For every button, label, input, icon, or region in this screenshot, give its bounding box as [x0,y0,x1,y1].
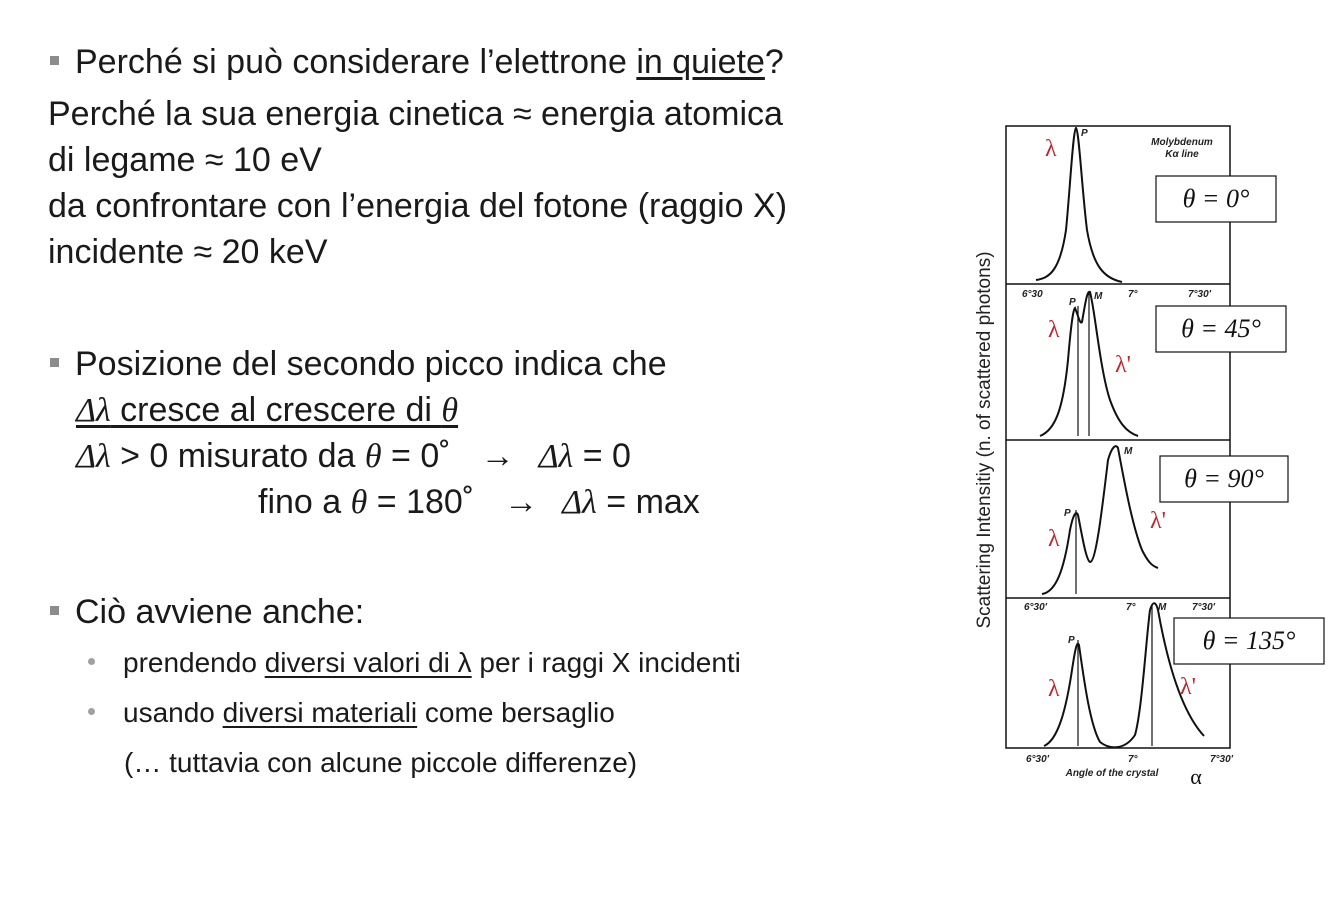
theta-symbol: θ [364,438,382,475]
tick-7: 7° [1126,602,1137,613]
bullet-square [50,55,59,65]
lambda-prime-label: λ' [1115,352,1131,378]
result-max: = max [596,483,700,521]
tick-7: 7° [1128,754,1139,765]
arrow-icon: → [504,483,539,521]
theta-symbol: θ [350,484,368,521]
peak-m-label: M [1124,446,1133,457]
peak-p-label: P [1081,128,1088,139]
alpha-symbol: α [1190,764,1202,789]
bullet3-text: Ciò avviene anche: [75,593,365,631]
bullet2-line: Posizione del secondo picco indica che [50,342,667,386]
theta-box-45 [1155,305,1287,353]
header-kalpha-line: Kα line [1165,149,1199,160]
sub1-pre: prendendo [123,647,265,678]
lambda-label: λ [1048,676,1060,702]
theta-symbol: θ [441,392,459,429]
bullet2-text: Posizione del secondo picco indica che [75,345,667,383]
peak-p-label: P [1064,508,1071,519]
delta-lambda-grows-line: Δλ cresce al crescere di θ [76,388,458,433]
theta-zero: = 0˚ [381,437,451,475]
theta-box-135 [1173,617,1325,665]
sub-bullet-3-note: (… tuttavia con alcune piccole differenz… [124,747,638,778]
tick-6-30: 6°30 [1022,289,1043,300]
bullet-square [50,605,59,615]
sub2-post: come bersaglio [417,697,615,728]
question-underlined: in quiete [636,43,765,81]
measured-from-line: Δλ > 0 misurato da θ = 0˚ → Δλ = 0 [76,434,631,479]
curve-panel-135deg [1043,602,1205,749]
delta-lambda-symbol: Δλ [76,392,111,429]
peak-m-label: M [1158,602,1167,613]
measured-text: > 0 misurato da [110,437,365,475]
question-suffix: ? [764,43,784,81]
curve-panel-90deg [1041,445,1159,595]
theta-label-0: θ = 0° [1183,184,1250,213]
lambda-label: λ [1048,317,1060,343]
question-text: Perché si può considerare l’elettrone [75,43,637,81]
tick-7-30: 7°30' [1188,289,1212,300]
tick-7: 7° [1128,289,1139,300]
up-to-line: fino a θ = 180˚ → Δλ = max [258,480,700,525]
theta-label-135: θ = 135° [1203,626,1296,655]
sub2-underlined: diversi materiali [222,697,418,728]
answer-line-1: Perché la sua energia cinetica ≈ energia… [48,95,783,133]
answer-line-3: da confrontare con l’energia del fotone … [48,187,788,225]
lambda-label: λ [1048,526,1060,552]
lambda-label: λ [1045,136,1057,162]
question-line: Perché si può considerare l’elettrone in… [50,40,784,84]
grows-text: cresce al crescere di [110,391,442,429]
peak-m-label: M [1094,291,1103,302]
peak-p-label: P [1069,297,1076,308]
theta-label-45: θ = 45° [1181,314,1261,343]
tick-7-30: 7°30' [1210,754,1234,765]
y-axis-label: Scattering Intensitiy (n. of scattered p… [974,251,995,628]
arrow-icon: → [480,437,515,475]
sub-bullet-2: usando diversi materiali come bersaglio [88,694,615,732]
answer-line-4: incidente ≈ 20 keV [48,233,328,271]
delta-lambda-symbol: Δλ [538,438,574,475]
answer-line-2: di legame ≈ 10 eV [48,141,322,179]
tick-6-30-b: 6°30' [1024,602,1048,613]
delta-lambda-symbol: Δλ [76,438,111,475]
theta-180: = 180˚ [367,483,475,521]
bullet-dot [88,708,95,716]
sub1-post: per i raggi X incidenti [471,647,741,678]
bullet-square [50,357,59,367]
delta-lambda-symbol: Δλ [562,484,597,521]
curve-panel-45deg [1039,290,1139,437]
tick-7-30: 7°30' [1192,602,1216,613]
theta-box-0 [1155,175,1277,223]
theta-label-90: θ = 90° [1184,464,1264,493]
bullet-dot [88,658,95,666]
result-zero: = 0 [573,437,631,475]
compton-scattering-figure: Scattering Intensitiy (n. of scattered p… [974,125,1325,789]
sub2-pre: usando [123,697,223,728]
sub1-underlined: diversi valori di λ [264,647,472,678]
lambda-prime-label: λ' [1180,674,1196,700]
header-molybdenum: Molybdenum [1151,137,1213,148]
sub-bullet-1: prendendo diversi valori di λ per i ragg… [88,644,741,682]
peak-p-label: P [1068,635,1075,646]
lambda-prime-label: λ' [1150,508,1166,534]
tick-6-30-c: 6°30' [1026,754,1050,765]
curve-panel-0deg [1035,126,1123,283]
up-to-text: fino a [258,483,351,521]
x-axis-label: Angle of the crystal [1065,768,1159,779]
theta-box-90 [1159,455,1289,503]
bullet3-line: Ciò avviene anche: [50,590,364,634]
